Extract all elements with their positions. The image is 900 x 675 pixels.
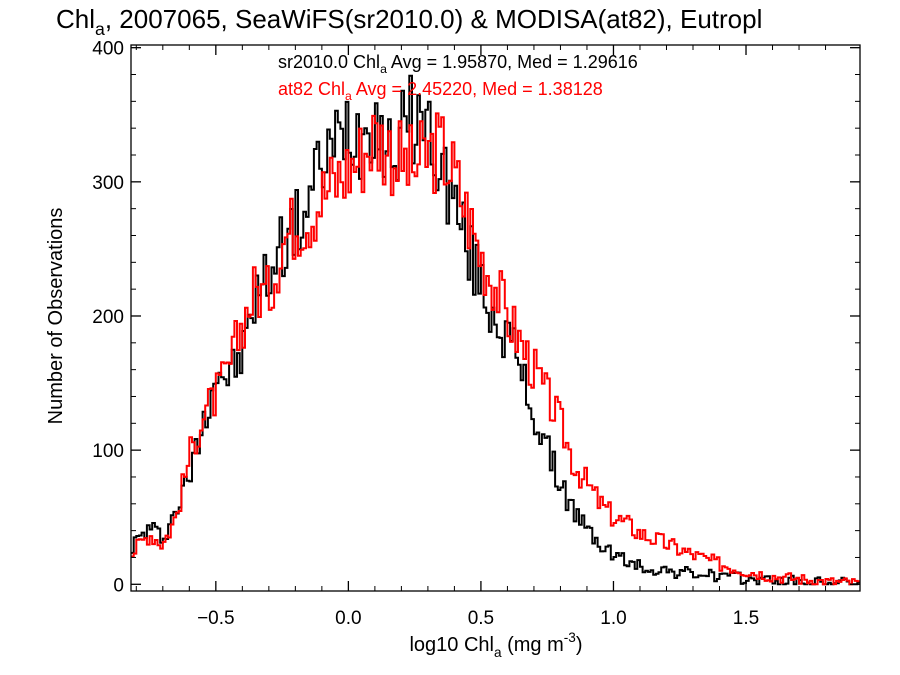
x-tick-label: 1.5 (733, 608, 759, 629)
y-axis-ticks: 0 100 200 300 400 (92, 39, 860, 596)
chart-title-rest: , 2007065, SeaWiFS(sr2010.0) & MODISA(at… (105, 4, 763, 34)
chart-title-sub: a (95, 19, 105, 39)
x-tick-label: 1.0 (600, 608, 626, 629)
chart-title-main: Chl (56, 4, 95, 34)
chart-title: Chla, 2007065, SeaWiFS(sr2010.0) & MODIS… (56, 4, 762, 39)
annotation-at82: at82 Chla Avg = 2.45220, Med = 1.38128 (278, 79, 603, 103)
annotation-at82-post: Avg = 2.45220, Med = 1.38128 (352, 79, 603, 99)
x-tick-label: −0.5 (197, 608, 235, 629)
annotation-at82-pre: at82 Chl (278, 79, 345, 99)
series-at82-line (131, 112, 860, 586)
x-axis-ticks: −0.5 0.0 0.5 1.0 1.5 (135, 45, 827, 629)
y-tick-label: 300 (92, 173, 124, 194)
annotation-sr2010-sub: a (380, 62, 387, 76)
y-tick-label: 400 (92, 39, 124, 60)
annotation-sr2010-pre: sr2010.0 Chl (278, 52, 380, 72)
plot-frame (130, 44, 861, 592)
x-axis-label-main: log10 Chl (409, 634, 494, 656)
x-axis-label-rest: (mg m (502, 634, 564, 656)
y-axis-label: Number of Observations (45, 208, 67, 425)
annotation-sr2010-post: Avg = 1.95870, Med = 1.29616 (387, 52, 638, 72)
x-axis-label-sub: a (494, 645, 502, 660)
y-tick-label: 100 (92, 441, 124, 462)
annotation-sr2010: sr2010.0 Chla Avg = 1.95870, Med = 1.296… (278, 52, 638, 76)
x-axis-label-sup: -3 (564, 630, 576, 645)
x-axis-label-end: ) (576, 634, 583, 656)
annotation-at82-sub: a (345, 89, 352, 103)
x-tick-label: 0.5 (468, 608, 494, 629)
y-tick-label: 0 (113, 575, 124, 596)
y-tick-label: 200 (92, 307, 124, 328)
x-tick-label: 0.0 (335, 608, 361, 629)
series-layer (131, 74, 860, 586)
x-axis-label: log10 Chla (mg m-3) (409, 630, 582, 660)
